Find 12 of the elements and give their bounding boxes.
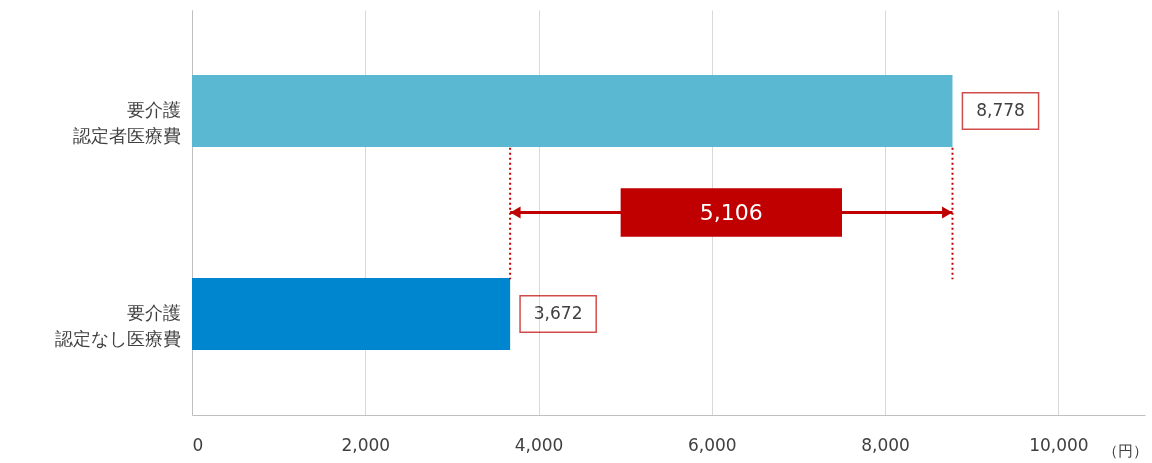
x-tick-label: 8,000 [861,434,910,455]
x-tick-label: 6,000 [687,434,737,455]
x-tick-label: 10,000 [1029,434,1089,455]
x-tick-label: 2,000 [341,434,391,455]
x-tick-label: 0 [192,434,204,455]
x-axis-title: （円） [1102,442,1148,460]
x-tick-label: 4,000 [514,434,564,455]
y-tick-label: 要介護認定なし医療費 [54,302,181,349]
y-tick-label: 要介護認定者医療費 [72,99,181,146]
data-label: 3,672 [533,303,583,323]
annotation: 5,106 [699,199,763,225]
data-label: 8,778 [976,100,1025,120]
